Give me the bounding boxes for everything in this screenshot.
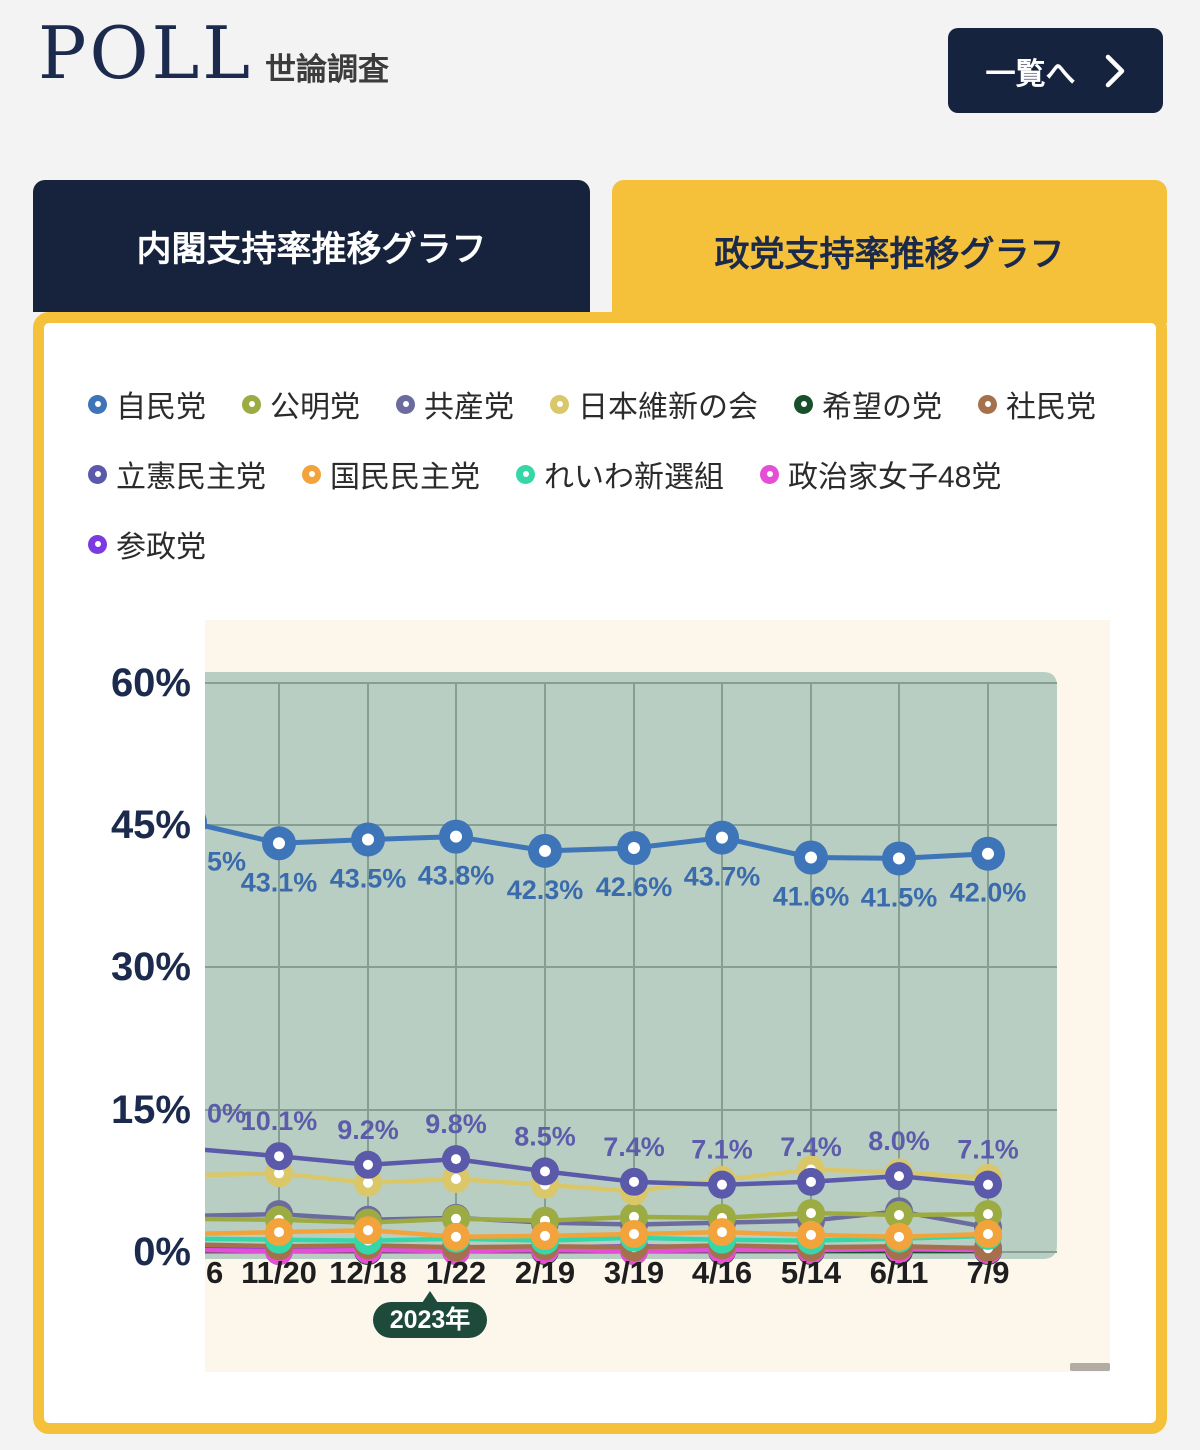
legend-item-label: れいわ新選組 [544,461,724,494]
legend-marker-icon [978,394,997,414]
data-label: 0% [207,1099,246,1129]
y-tick-label: 45% [110,803,191,847]
chevron-right-icon [1105,54,1124,87]
chart-y-axis: 60% 45% 30% 15% 0% [95,620,195,1372]
x-tick-label: 7/9 [966,1255,1009,1290]
legend-item-label: 自民党 [116,391,206,424]
data-label: 41.6% [773,881,850,911]
legend-marker-icon [516,464,535,484]
legend-item: 公明党 [242,382,360,426]
legend-item-label: 共産党 [424,391,514,424]
series-立憲民主党: 0%10.1% 9.2% 9.8% 8.5% 7.4% 7.1% 7.4% 8.0% 7.1% [205,1099,1019,1199]
tab-party-approval-label: 政党支持率推移グラフ [714,235,1065,274]
legend-marker-icon [302,464,321,484]
legend-item: 参政党 [88,522,206,566]
x-tick-label: 4/16 [692,1255,752,1290]
legend-item: 日本維新の会 [550,382,758,426]
data-label: 43.5% [330,863,407,893]
y-tick-label: 60% [110,661,191,705]
legend-item-label: 政治家女子48党 [788,461,1002,494]
legend-item: 自民党 [88,382,206,426]
chart-plot: 0%10.1% 9.2% 9.8% 8.5% 7.4% 7.1% 7.4% 8.0% 7.1% 5… [205,620,1110,1372]
legend-item-label: 社民党 [1006,391,1096,424]
tab-cabinet-approval-label: 内閣支持率推移グラフ [136,229,487,269]
legend-item: れいわ新選組 [516,452,724,496]
data-label: 42.3% [507,875,584,905]
series-自民党: 5%43.1% 43.5% 43.8% 42.3% 42.6% 43.7% 41.6% 41.… [205,814,1027,912]
legend-item: 政治家女子48党 [760,452,1001,496]
data-label: 43.8% [418,861,495,891]
legend-row: 自民党 公明党 共産党 日本維新の会 希望の党 社民党 [88,382,1118,426]
data-label: 7.4% [603,1132,665,1162]
legend-item-label: 希望の党 [822,391,942,424]
party-trend-chart[interactable]: 60% 45% 30% 15% 0% 0% 10.1% 9.2% 9.8% 8.5% 7.4% 7.… [95,620,1110,1372]
legend-marker-icon [88,464,107,484]
legend-item-label: 立憲民主党 [116,461,266,494]
year-badge: 2023年 [373,1291,487,1338]
x-tick-label: 6 [206,1255,223,1290]
legend-item: 共産党 [396,382,514,426]
poll-subtitle: 世論調査 [265,52,389,87]
legend-item-label: 参政党 [116,531,206,564]
data-label: 9.2% [337,1115,399,1145]
legend-item-label: 日本維新の会 [578,391,758,424]
data-label: 7.4% [780,1132,842,1162]
x-tick-label: 1/22 [426,1255,486,1290]
chart-scrollbar-thumb[interactable] [1070,1363,1110,1371]
legend-item-label: 公明党 [270,391,360,424]
legend-item: 希望の党 [794,382,942,426]
legend-row: 参政党 [88,522,1118,566]
legend-item-label: 国民民主党 [330,461,480,494]
series-国民民主党 [205,1216,1002,1251]
y-tick-label: 30% [110,945,191,989]
data-label: 9.8% [425,1109,487,1139]
data-label: 42.6% [596,872,673,902]
legend-marker-icon [88,534,107,554]
list-link-button[interactable]: 一覧へ [948,28,1163,113]
data-label: 43.7% [684,862,761,892]
data-label: 7.1% [691,1135,753,1165]
x-tick-label: 11/20 [241,1255,317,1290]
y-tick-label: 0% [133,1230,191,1274]
data-label: 5% [207,846,246,876]
data-label: 8.0% [868,1126,930,1156]
legend-marker-icon [88,394,107,414]
x-tick-label: 5/14 [781,1255,842,1290]
poll-logo: POLL [38,11,254,95]
tab-cabinet-approval[interactable]: 内閣支持率推移グラフ [33,180,590,312]
x-tick-label: 2/19 [515,1255,575,1290]
legend-marker-icon [396,394,415,414]
data-label: 43.1% [241,867,318,897]
legend-marker-icon [550,394,569,414]
data-label: 8.5% [514,1121,576,1151]
party-legend: 自民党 公明党 共産党 日本維新の会 希望の党 社民党立憲民主党 国民民主党 れいわ新選組 政治… [88,382,1118,566]
legend-item: 社民党 [978,382,1096,426]
y-tick-label: 15% [110,1088,191,1132]
year-badge-label: 2023年 [390,1305,471,1334]
data-label: 10.1% [241,1106,318,1136]
legend-marker-icon [242,394,261,414]
data-label: 42.0% [950,878,1027,908]
legend-row: 立憲民主党 国民民主党 れいわ新選組 政治家女子48党 [88,452,1118,496]
data-label: 7.1% [957,1135,1019,1165]
tab-party-approval[interactable]: 政党支持率推移グラフ [612,180,1167,323]
x-tick-label: 6/11 [870,1255,929,1290]
x-tick-label: 3/19 [604,1255,664,1290]
list-link-label: 一覧へ [985,57,1076,91]
legend-item: 立憲民主党 [88,452,266,496]
data-label: 41.5% [861,882,938,912]
x-tick-label: 12/18 [329,1255,407,1290]
plot-area [205,672,1057,1259]
legend-marker-icon [760,464,779,484]
x-axis-labels: 6 11/20 12/18 1/22 2/19 3/19 4/16 5/14 6/11 7/9 [206,1255,1010,1290]
legend-marker-icon [794,394,813,414]
legend-item: 国民民主党 [302,452,480,496]
